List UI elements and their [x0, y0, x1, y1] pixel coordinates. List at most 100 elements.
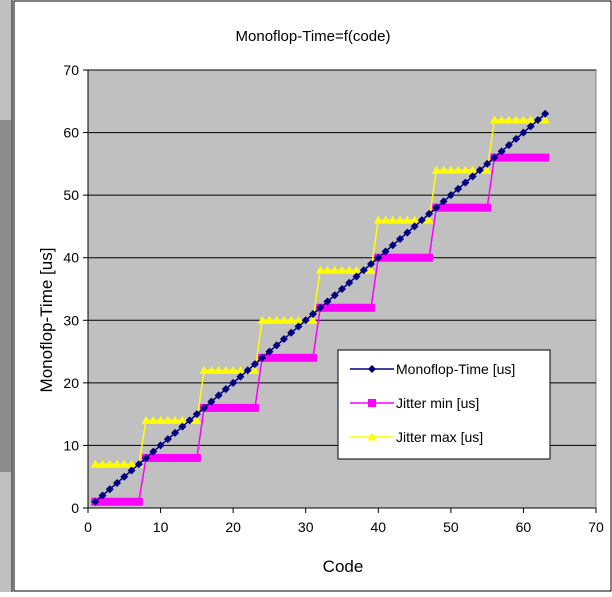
point-0-31 [316, 303, 325, 312]
x-tick-label-60: 60 [516, 519, 532, 535]
point-1-40 [381, 253, 390, 262]
point-0-32 [323, 297, 332, 306]
point-1-12 [178, 453, 187, 462]
point-2-15 [199, 365, 209, 374]
point-0-12 [178, 422, 187, 431]
x-tick-label-40: 40 [370, 519, 386, 535]
point-0-6 [134, 460, 143, 469]
point-1-5 [127, 497, 136, 506]
point-0-34 [338, 285, 346, 293]
series-2 [90, 115, 550, 468]
point-2-50 [453, 165, 463, 174]
point-2-55 [489, 115, 499, 124]
point-0-30 [308, 310, 317, 319]
point-1-19 [229, 403, 238, 412]
point-1-58 [512, 153, 521, 162]
point-1-17 [214, 403, 223, 412]
point-0-18 [221, 385, 230, 394]
series-layer [90, 109, 550, 506]
point-2-20 [235, 365, 245, 374]
point-0-21 [243, 366, 252, 375]
point-0-16 [207, 397, 216, 406]
point-1-59 [519, 153, 528, 162]
point-2-41 [388, 215, 398, 224]
point-1-14 [192, 453, 201, 462]
point-0-27 [287, 328, 296, 337]
point-2-22 [250, 365, 260, 374]
point-1-26 [279, 353, 288, 362]
point-0-26 [279, 335, 288, 344]
point-1-46 [425, 253, 434, 262]
point-2-62 [540, 115, 550, 124]
point-0-25 [272, 341, 281, 350]
point-1-61 [533, 153, 542, 162]
y-tick-label-70: 70 [63, 62, 79, 78]
point-2-42 [395, 215, 405, 224]
point-0-2 [105, 485, 114, 494]
point-0-19 [229, 378, 238, 387]
point-0-15 [200, 403, 209, 412]
point-2-14 [192, 415, 202, 424]
point-1-43 [403, 253, 412, 262]
legend-item-2: Jitter max [us] [350, 429, 483, 445]
point-2-16 [206, 365, 216, 374]
x-tick-label-20: 20 [225, 519, 241, 535]
point-2-23 [257, 315, 267, 324]
y-tick-label-30: 30 [63, 312, 79, 328]
y-tick-label-20: 20 [63, 375, 79, 391]
point-0-23 [258, 353, 267, 362]
point-1-2 [105, 497, 114, 506]
point-0-56 [497, 147, 506, 156]
point-0-10 [163, 435, 172, 444]
point-0-4 [120, 472, 129, 481]
point-2-1 [98, 459, 108, 468]
x-tick-label-50: 50 [443, 519, 459, 535]
point-1-44 [410, 253, 419, 262]
point-1-27 [287, 353, 296, 362]
point-1-50 [454, 203, 463, 212]
point-1-11 [171, 453, 180, 462]
point-1-42 [396, 253, 405, 262]
point-0-42 [396, 234, 405, 243]
point-1-1 [98, 497, 107, 506]
point-2-60 [526, 115, 536, 124]
point-1-49 [446, 203, 455, 212]
point-2-27 [286, 315, 296, 324]
point-1-51 [461, 203, 470, 212]
legend-swatch-marker-0 [368, 365, 376, 373]
point-2-10 [163, 415, 173, 424]
legend: Monoflop-Time [us] Jitter min [us] Jitter … [337, 349, 551, 460]
point-2-49 [446, 165, 456, 174]
x-tick-label-0: 0 [84, 519, 92, 535]
point-2-7 [141, 415, 151, 424]
point-0-37 [359, 266, 368, 275]
point-2-8 [148, 415, 158, 424]
point-1-16 [207, 403, 216, 412]
point-0-14 [192, 410, 201, 419]
point-2-19 [228, 365, 238, 374]
series-0 [91, 109, 550, 506]
point-2-36 [352, 265, 362, 274]
point-0-3 [113, 478, 122, 487]
point-0-17 [214, 391, 223, 400]
point-0-13 [185, 416, 194, 425]
point-1-41 [388, 253, 397, 262]
point-0-44 [410, 222, 419, 231]
point-2-59 [518, 115, 528, 124]
point-0-62 [541, 109, 550, 118]
point-0-59 [519, 128, 528, 137]
point-2-40 [381, 215, 391, 224]
point-1-34 [338, 303, 346, 312]
point-1-28 [294, 353, 303, 362]
point-1-22 [250, 403, 259, 412]
point-2-18 [221, 365, 231, 374]
point-1-9 [156, 453, 165, 462]
point-2-3 [112, 459, 122, 468]
point-1-33 [330, 303, 339, 312]
point-0-57 [504, 141, 513, 150]
legend-item-0: Monoflop-Time [us] [350, 361, 515, 377]
point-0-33 [330, 291, 339, 300]
point-2-0 [90, 459, 100, 468]
point-0-22 [250, 360, 259, 369]
point-1-29 [301, 353, 310, 362]
